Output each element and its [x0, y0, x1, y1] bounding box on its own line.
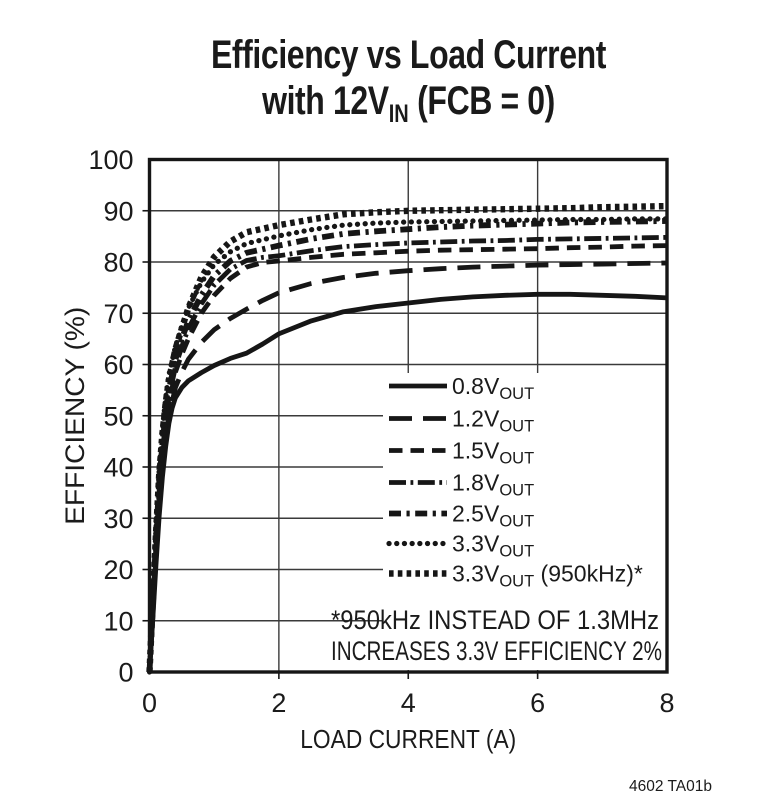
y-tick-label: 0: [118, 658, 133, 688]
x-tick-label: 2: [271, 688, 286, 718]
x-tick-label: 6: [530, 688, 545, 718]
y-tick-label: 90: [103, 196, 133, 226]
y-axis-label: EFFICIENCY (%): [60, 307, 90, 525]
legend-label: 1.2VOUT: [452, 406, 534, 436]
y-tick-label: 100: [88, 145, 133, 175]
y-tick-label: 80: [103, 248, 133, 278]
y-tick-label: 50: [103, 401, 133, 431]
legend-item-1.5VOUT: 1.5VOUT: [389, 438, 534, 468]
plot-frame: [147, 157, 669, 674]
legend: 0.8VOUT1.2VOUT1.5VOUT1.8VOUT2.5VOUT3.3VO…: [386, 373, 643, 591]
legend-label: 1.8VOUT: [452, 470, 534, 500]
legend-label: 3.3VOUT: [452, 531, 534, 561]
x-tick-label: 4: [401, 688, 416, 718]
curve-3.3VOUT-950kHz: [146, 202, 668, 673]
footnote-line-2: INCREASES 3.3V EFFICIENCY 2%: [331, 636, 662, 666]
legend-item-3.3VOUT-950kHz: 3.3VOUT (950kHz)*: [389, 561, 643, 591]
curve-1.5VOUT: [147, 243, 668, 673]
legend-background: [383, 373, 666, 670]
chart-title-line-2: with 12VIN (FCB = 0): [262, 79, 555, 128]
x-axis-label: LOAD CURRENT (A): [300, 724, 516, 754]
chart-title: Efficiency vs Load Current with 12VIN (F…: [98, 32, 720, 129]
x-tick-label: 0: [142, 688, 157, 718]
legend-item-3.3VOUT: 3.3VOUT: [386, 531, 534, 561]
legend-item-2.5VOUT: 2.5VOUT: [389, 501, 534, 531]
legend-label: 0.8VOUT: [452, 373, 534, 403]
legend-item-1.8VOUT: 1.8VOUT: [389, 470, 534, 500]
legend-label: 3.3VOUT (950kHz)*: [452, 561, 643, 591]
curves: [146, 202, 670, 675]
axis-ticks: [142, 209, 539, 679]
legend-item-1.2VOUT: 1.2VOUT: [389, 406, 534, 436]
x-tick-label: 8: [659, 688, 674, 718]
y-tick-label: 30: [103, 504, 133, 534]
y-tick-label: 20: [103, 555, 133, 585]
legend-item-0.8VOUT: 0.8VOUT: [389, 373, 534, 403]
y-tick-label: 60: [103, 350, 133, 380]
y-tick-label: 40: [103, 453, 133, 483]
y-tick-label: 70: [103, 299, 133, 329]
curve-3.3VOUT: [146, 216, 670, 675]
y-tick-label: 10: [103, 606, 133, 636]
legend-label: 2.5VOUT: [452, 501, 534, 531]
tick-labels: 0 10 20 30 40 50 60 70 80 90 100 0 2 4 6 8: [88, 145, 674, 718]
chart-title-line-1: Efficiency vs Load Current: [210, 33, 607, 77]
footnote-line-1: *950kHz INSTEAD OF 1.3MHz: [331, 605, 659, 635]
legend-label: 1.5VOUT: [452, 438, 534, 468]
figure-number: 4602 TA01b: [629, 778, 712, 795]
vin-subscript: IN: [388, 100, 409, 128]
